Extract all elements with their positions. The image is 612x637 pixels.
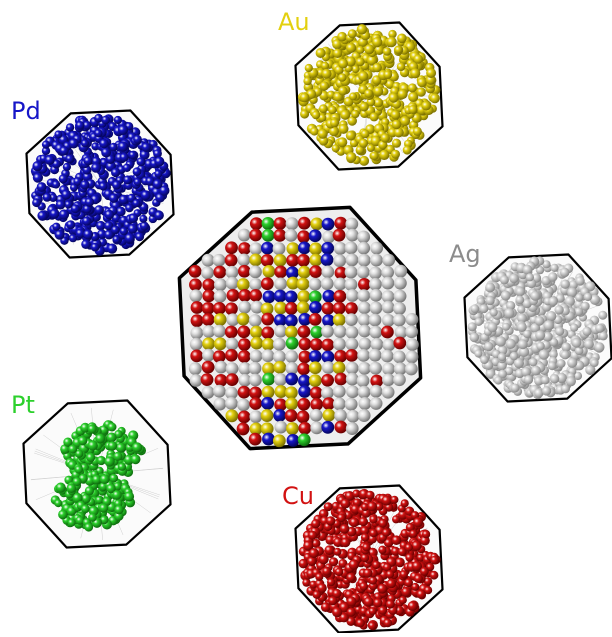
cu-particle bbox=[296, 486, 443, 633]
label-au: Au bbox=[278, 10, 310, 34]
pd-particle bbox=[27, 111, 174, 258]
label-ag: Ag bbox=[449, 242, 481, 266]
pt-particle bbox=[24, 401, 171, 548]
ag-particle bbox=[465, 255, 612, 402]
label-pd: Pd bbox=[11, 99, 41, 123]
mixed-particle bbox=[179, 207, 420, 448]
label-pt: Pt bbox=[11, 393, 35, 417]
label-cu: Cu bbox=[282, 484, 314, 508]
au-particle bbox=[296, 23, 443, 170]
